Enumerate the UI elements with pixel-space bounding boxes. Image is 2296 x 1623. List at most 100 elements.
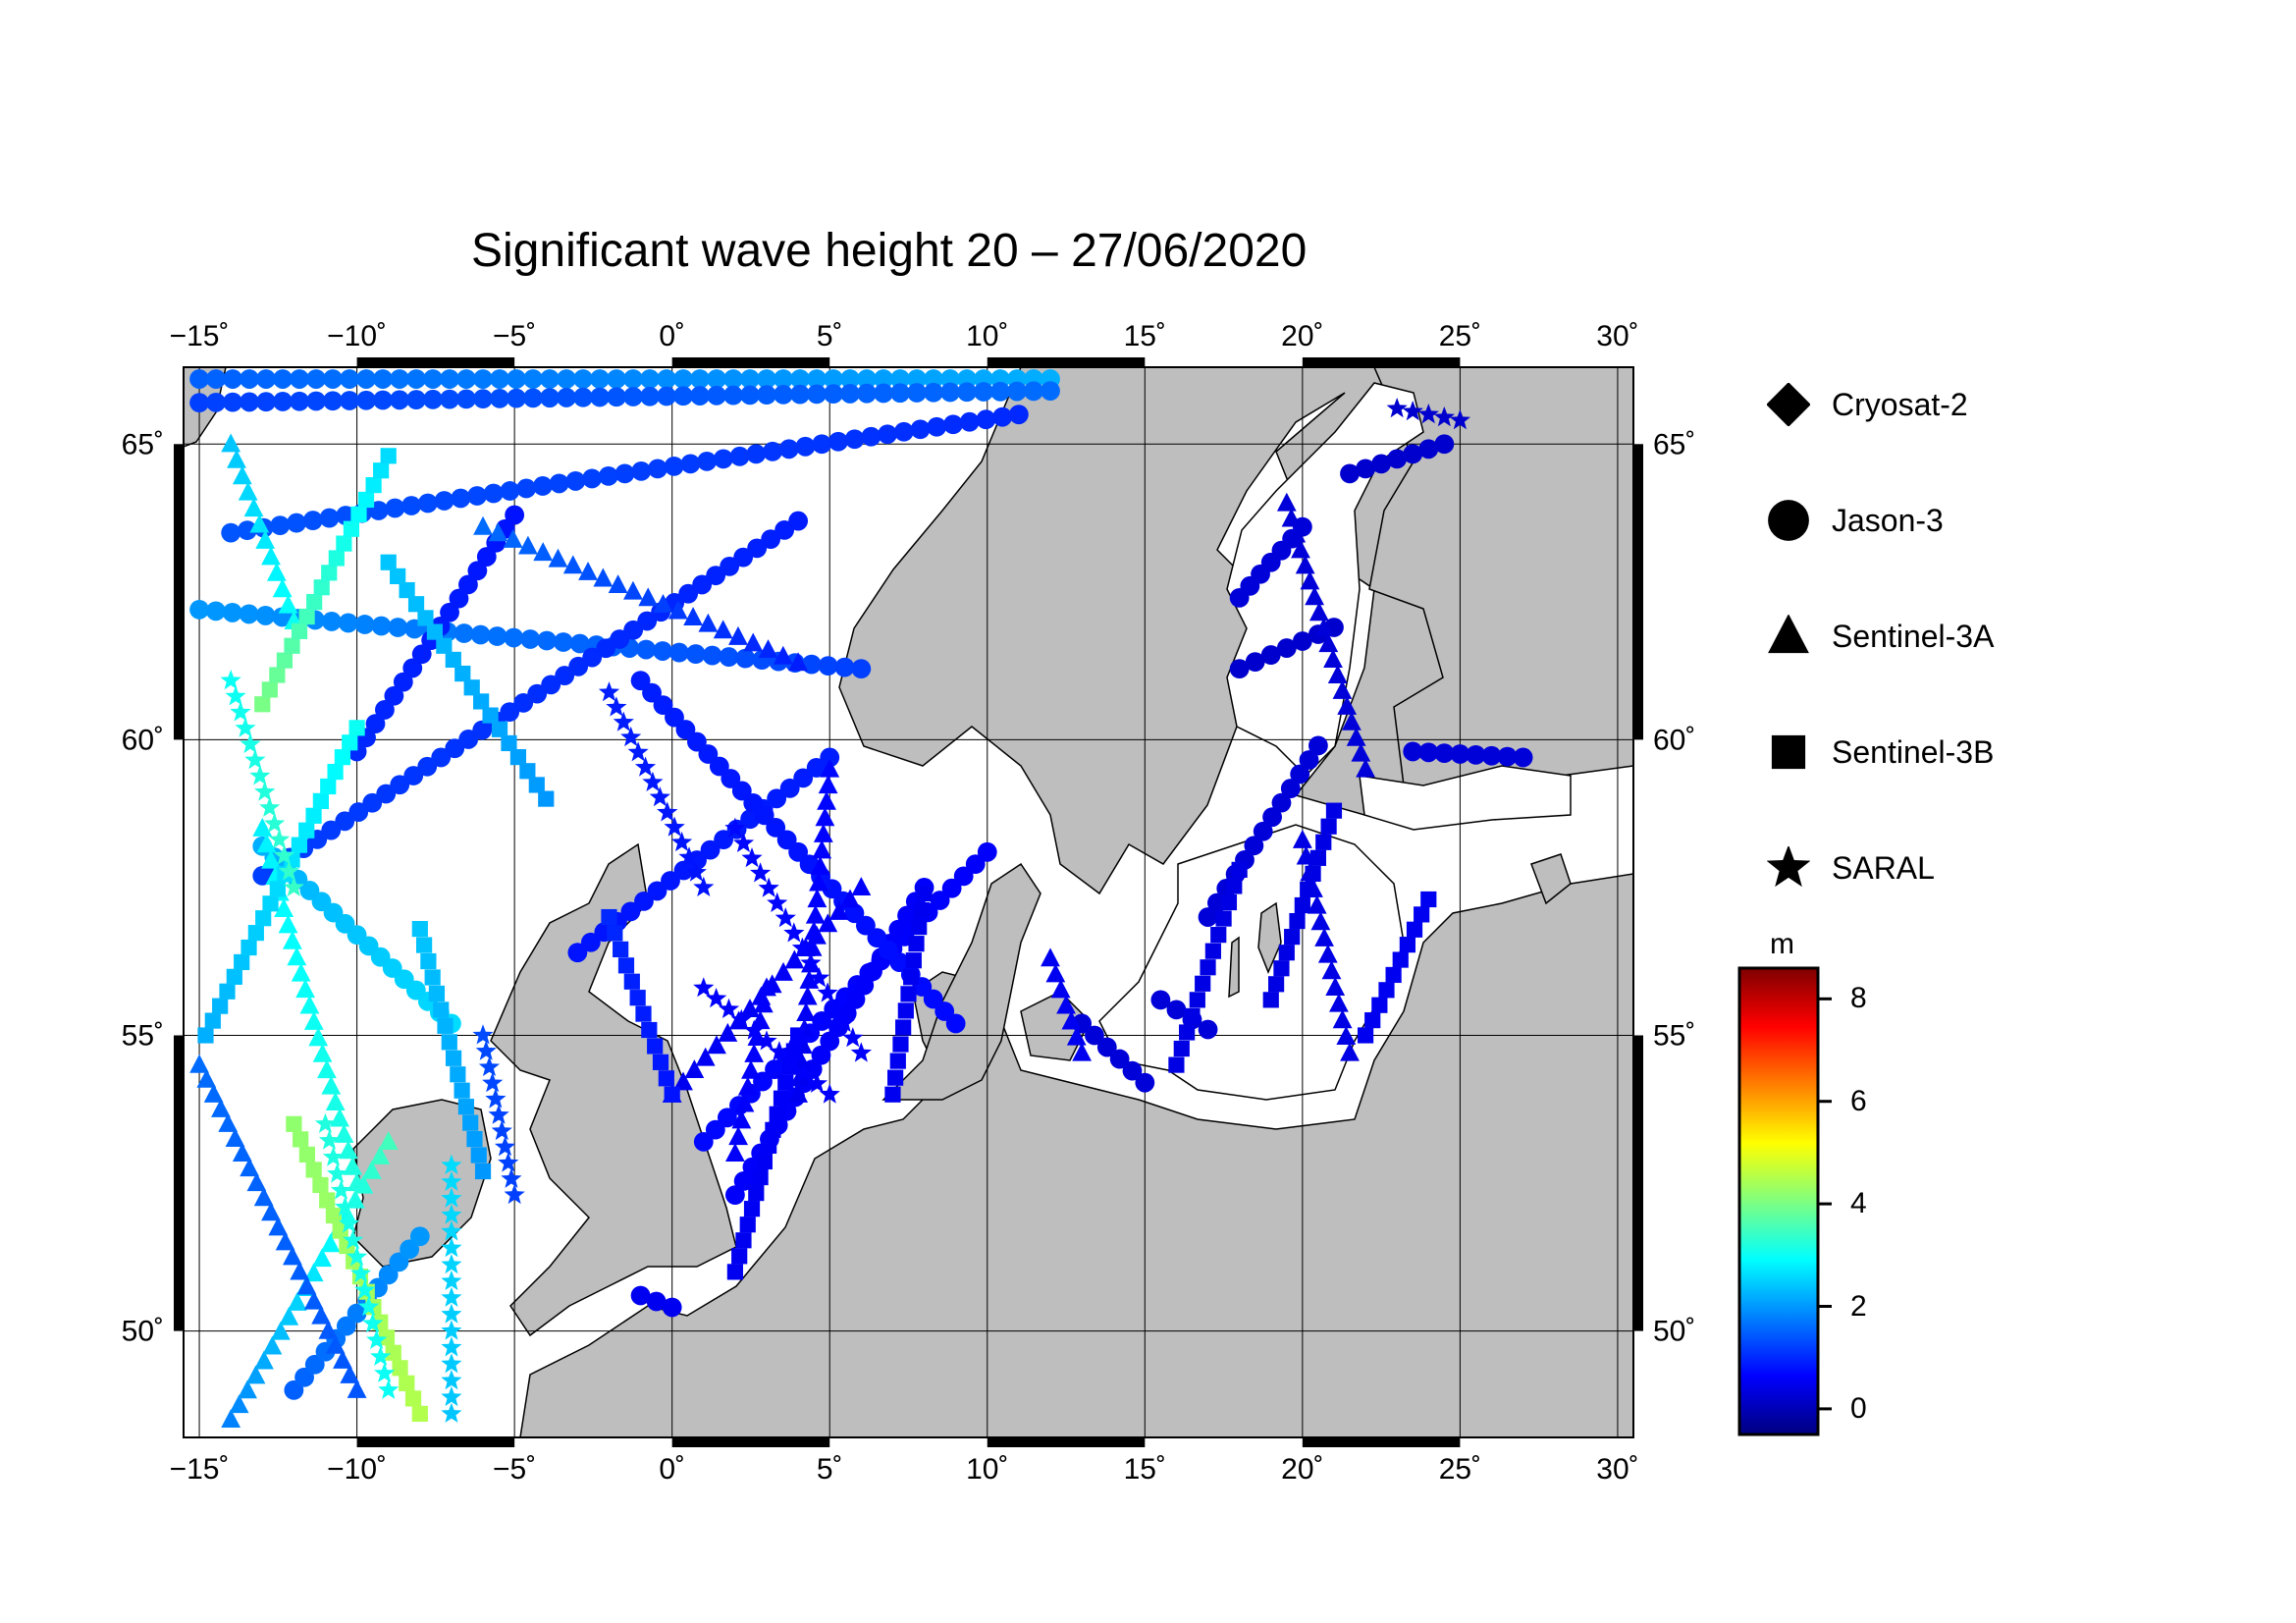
track-point-circle xyxy=(523,388,543,408)
track-point-triangle xyxy=(774,961,793,981)
circle-icon xyxy=(1768,500,1809,541)
track-point-circle xyxy=(878,424,897,445)
track-point-circle xyxy=(1356,459,1375,479)
diamond-icon xyxy=(1767,383,1810,426)
track-point-square xyxy=(1204,943,1221,959)
track-point-triangle xyxy=(1292,829,1312,848)
track-point-circle xyxy=(1280,779,1301,798)
land-hiiumaa xyxy=(1530,853,1572,905)
track-point-circle xyxy=(1292,631,1312,651)
track-point-triangle xyxy=(1307,894,1327,914)
track-point-circle xyxy=(434,491,454,511)
track-point-square xyxy=(889,1053,906,1069)
track-point-star xyxy=(268,829,291,849)
track-point-circle xyxy=(640,386,660,406)
track-point-square xyxy=(420,952,437,970)
track-point-square xyxy=(726,1264,744,1280)
track-point-circle xyxy=(458,730,479,749)
track-point-star xyxy=(370,1345,392,1366)
track-point-square xyxy=(761,1137,777,1155)
track-point-square xyxy=(1231,861,1248,878)
track-point-circle xyxy=(222,603,242,622)
track-point-triangle xyxy=(1061,1010,1082,1030)
track-point-star xyxy=(494,1136,516,1157)
track-point-square xyxy=(748,1184,765,1202)
track-point-triangle xyxy=(788,652,809,672)
track-point-triangle xyxy=(809,872,828,892)
track-point-circle xyxy=(714,830,733,850)
track-point-circle xyxy=(1434,743,1455,764)
star-icon xyxy=(1767,846,1810,888)
track-point-triangle xyxy=(211,1098,231,1117)
track-point-circle xyxy=(555,666,575,685)
track-point-triangle xyxy=(1300,570,1320,590)
track-point-circle xyxy=(824,384,843,405)
track-point-star xyxy=(1417,404,1439,424)
track-point-circle xyxy=(270,515,291,535)
track-point-triangle xyxy=(218,1113,239,1132)
track-point-triangle xyxy=(673,1071,693,1091)
track-point-square xyxy=(247,925,264,942)
track-point-star xyxy=(598,681,620,702)
track-point-star xyxy=(314,1112,337,1133)
track-point-circle xyxy=(818,656,838,676)
track-point-circle xyxy=(811,1045,831,1065)
track-point-circle xyxy=(974,382,993,402)
track-point-circle xyxy=(648,459,667,479)
track-point-triangle xyxy=(737,1076,758,1096)
lon-tick-label-bottom: 25˚ xyxy=(1439,1453,1481,1486)
track-point-triangle xyxy=(1295,555,1315,574)
track-point-triangle xyxy=(1286,523,1307,543)
track-point-circle xyxy=(440,369,459,389)
track-point-circle xyxy=(725,1185,745,1205)
track-point-triangle xyxy=(562,555,583,574)
track-point-circle xyxy=(620,901,641,922)
lon-tick-label-top: 20˚ xyxy=(1281,320,1323,352)
track-point-circle xyxy=(851,659,872,679)
track-point-circle xyxy=(256,369,276,389)
track-point-square xyxy=(911,918,928,936)
track-point-triangle xyxy=(274,898,294,917)
track-point-triangle xyxy=(287,947,307,966)
legend-label: SARAL xyxy=(1832,849,1935,886)
track-point-circle xyxy=(256,392,276,412)
track-point-circle xyxy=(945,1013,966,1034)
lat-tick-label-right: 65˚ xyxy=(1653,428,1695,460)
square-icon xyxy=(1771,734,1806,770)
track-point-square xyxy=(623,973,640,990)
track-point-circle xyxy=(927,416,947,437)
track-point-triangle xyxy=(1340,1042,1360,1061)
track-point-star xyxy=(249,765,271,785)
track-point-circle xyxy=(990,381,1010,402)
track-point-square xyxy=(298,822,315,839)
track-point-circle xyxy=(338,613,358,633)
track-point-circle xyxy=(507,369,526,389)
track-point-star xyxy=(264,812,286,834)
track-point-triangle xyxy=(1325,977,1346,996)
track-point-square xyxy=(1284,929,1301,946)
track-point-circle xyxy=(206,392,226,412)
track-point-star xyxy=(501,1167,522,1188)
track-point-circle xyxy=(523,369,543,389)
lon-tick-label-bottom: 0˚ xyxy=(659,1453,685,1486)
track-point-circle xyxy=(362,792,383,813)
track-point-square xyxy=(1210,927,1227,944)
track-point-square xyxy=(454,1082,470,1099)
track-point-circle xyxy=(890,383,910,404)
track-point-square xyxy=(1320,818,1337,835)
track-point-triangle xyxy=(820,758,840,778)
track-point-circle xyxy=(504,627,524,648)
lat-tick-label-left: 65˚ xyxy=(122,428,164,460)
track-point-triangle xyxy=(813,823,833,842)
circle-marker xyxy=(1768,500,1809,541)
lon-tick-label-bottom: 15˚ xyxy=(1124,1453,1166,1486)
track-point-square xyxy=(903,969,920,986)
track-point-square xyxy=(613,941,629,958)
track-point-circle xyxy=(582,647,603,668)
track-point-square xyxy=(411,1405,428,1423)
track-point-circle xyxy=(653,641,672,661)
track-point-circle xyxy=(941,878,962,898)
track-point-square xyxy=(392,1360,408,1377)
track-point-circle xyxy=(549,473,569,494)
track-point-triangle xyxy=(275,1231,295,1251)
